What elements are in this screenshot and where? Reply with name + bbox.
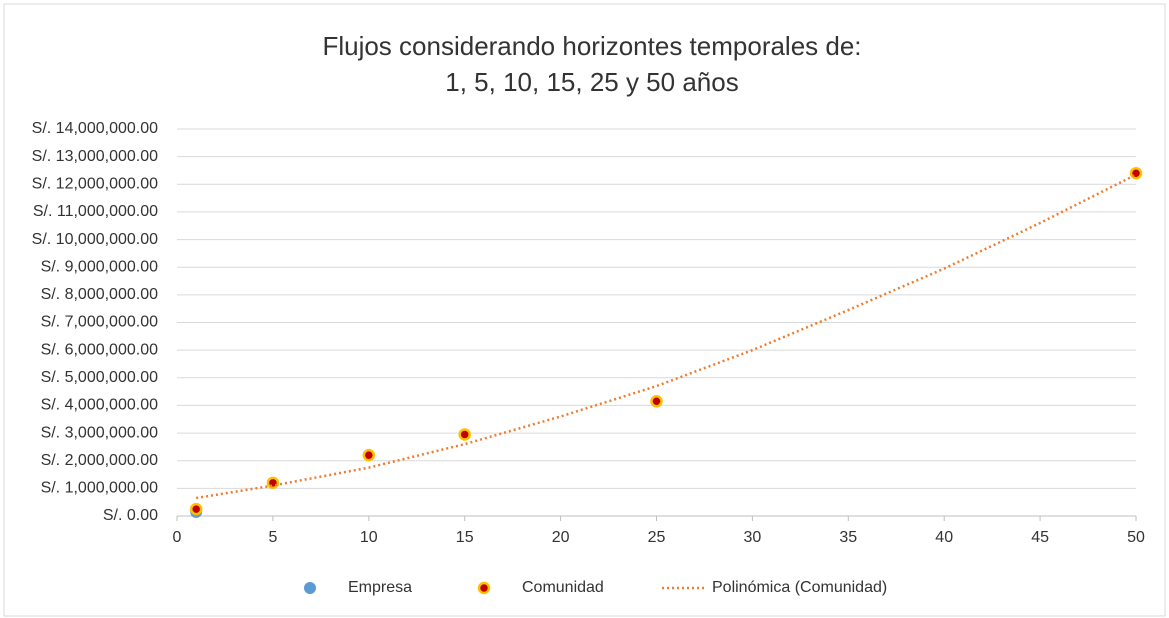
point: [1129, 166, 1143, 180]
y-tick-label: S/. 1,000,000.00: [41, 480, 159, 497]
y-tick-label: S/. 7,000,000.00: [41, 314, 159, 331]
y-tick-label: S/. 4,000,000.00: [41, 397, 159, 414]
y-tick-label: S/. 13,000,000.00: [32, 148, 158, 165]
y-tick-label: S/. 6,000,000.00: [41, 341, 159, 358]
chart-title: 1, 5, 10, 15, 25 y 50 años: [445, 67, 738, 97]
chart-title: Flujos considerando horizontes temporale…: [322, 31, 861, 61]
legend-label: Comunidad: [522, 579, 604, 596]
x-tick-label: 40: [935, 529, 953, 546]
y-tick-label: S/. 8,000,000.00: [41, 286, 159, 303]
x-tick-label: 45: [1031, 529, 1049, 546]
y-tick-label: S/. 12,000,000.00: [32, 176, 158, 193]
x-tick-label: 10: [360, 529, 378, 546]
y-tick-label: S/. 10,000,000.00: [32, 231, 158, 248]
legend-swatch: [304, 582, 316, 594]
trend-line: [195, 173, 1137, 500]
y-tick-label: S/. 9,000,000.00: [41, 258, 159, 275]
x-tick-label: 20: [552, 529, 570, 546]
legend-label: Empresa: [348, 579, 412, 596]
point: [362, 448, 376, 462]
point: [458, 428, 471, 441]
y-tick-label: S/. 2,000,000.00: [41, 452, 159, 469]
x-tick-label: 25: [648, 529, 666, 546]
legend-swatch: [477, 581, 491, 595]
point: [650, 395, 663, 408]
y-tick-label: S/. 5,000,000.00: [41, 369, 159, 386]
x-tick-label: 15: [456, 529, 474, 546]
y-tick-label: S/. 11,000,000.00: [33, 203, 158, 220]
point: [189, 502, 203, 516]
y-tick-label: S/. 14,000,000.00: [32, 120, 158, 137]
x-tick-label: 35: [839, 529, 857, 546]
y-tick-label: S/. 0.00: [103, 507, 158, 524]
legend-label: Polinómica (Comunidad): [712, 579, 887, 596]
y-tick-label: S/. 3,000,000.00: [41, 424, 159, 441]
x-tick-label: 50: [1127, 529, 1145, 546]
x-tick-label: 30: [744, 529, 762, 546]
x-tick-label: 5: [268, 529, 277, 546]
x-tick-label: 0: [173, 529, 182, 546]
point: [266, 476, 280, 490]
